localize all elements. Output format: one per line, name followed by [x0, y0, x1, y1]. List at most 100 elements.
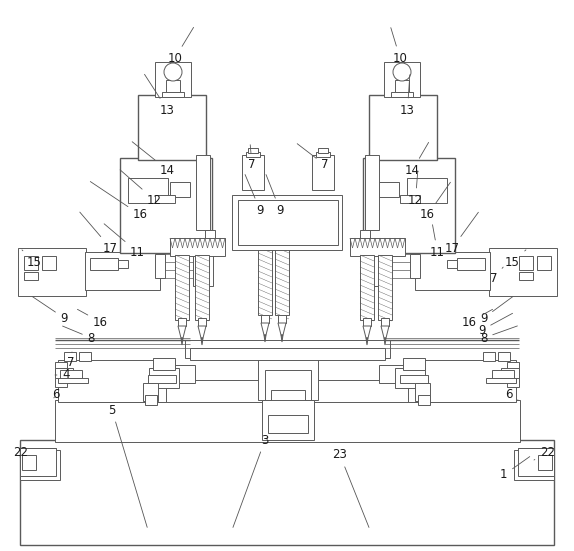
Bar [381, 318, 389, 326]
Bar [362, 248, 382, 286]
Bar [447, 260, 457, 268]
Bar [258, 235, 272, 315]
Bar [85, 252, 160, 290]
Bar [153, 358, 175, 370]
Text: 9: 9 [32, 296, 68, 325]
Bar [22, 455, 36, 470]
Bar [275, 235, 289, 315]
Bar [20, 440, 554, 545]
Text: 13: 13 [400, 75, 415, 116]
Bar [79, 352, 91, 361]
Text: 13: 13 [145, 74, 175, 116]
Bar [318, 148, 328, 153]
Text: 12: 12 [408, 171, 423, 207]
Text: 7: 7 [297, 144, 329, 171]
Text: 1: 1 [500, 457, 530, 482]
Bar [407, 178, 447, 203]
Bar [160, 368, 168, 378]
Bar [265, 370, 311, 400]
Bar [155, 195, 175, 203]
Bar [415, 252, 490, 290]
Text: 6: 6 [505, 388, 518, 402]
Polygon shape [381, 326, 389, 338]
Bar [18, 248, 86, 296]
Bar [400, 375, 428, 383]
Bar [391, 92, 413, 97]
Polygon shape [281, 335, 283, 342]
Polygon shape [178, 326, 186, 338]
Polygon shape [261, 323, 269, 335]
Text: 9: 9 [478, 314, 513, 337]
Bar [262, 400, 314, 440]
Bar [406, 368, 414, 378]
Text: 11: 11 [104, 224, 145, 258]
Text: 17: 17 [80, 212, 118, 255]
Bar [198, 318, 206, 326]
Text: 7: 7 [68, 352, 75, 369]
Bar [498, 352, 510, 361]
Bar [118, 260, 128, 268]
Bar [486, 378, 516, 383]
Bar [138, 95, 206, 160]
Bar [165, 365, 195, 383]
Bar [128, 178, 168, 203]
Text: 11: 11 [430, 225, 445, 258]
Bar [196, 155, 210, 230]
Bar [205, 230, 215, 245]
Text: 16: 16 [462, 309, 492, 328]
Text: 6: 6 [52, 388, 60, 402]
Bar [395, 368, 425, 388]
Bar [369, 95, 437, 160]
Bar [90, 258, 118, 270]
Bar [408, 360, 516, 402]
Bar [24, 256, 38, 270]
Bar [178, 318, 186, 326]
Polygon shape [366, 338, 368, 345]
Bar [170, 238, 225, 256]
Bar [378, 255, 392, 320]
Bar [395, 80, 409, 92]
Bar [271, 390, 305, 405]
Text: 17: 17 [445, 212, 478, 255]
Text: 9: 9 [245, 175, 263, 217]
Bar [418, 395, 430, 405]
Bar [55, 362, 67, 387]
Bar [410, 254, 420, 278]
Bar [175, 255, 189, 320]
Bar [238, 200, 338, 245]
Bar [316, 152, 330, 157]
Text: 14: 14 [132, 142, 175, 176]
Text: 22: 22 [534, 446, 555, 460]
Text: 9: 9 [266, 175, 284, 217]
Polygon shape [181, 338, 183, 345]
Polygon shape [384, 338, 386, 345]
Polygon shape [198, 326, 206, 338]
Text: 10: 10 [168, 28, 193, 64]
Bar [278, 315, 286, 323]
Bar [22, 460, 40, 476]
Bar [193, 248, 213, 286]
Bar [149, 368, 179, 388]
Bar [492, 370, 514, 378]
Bar [365, 155, 379, 230]
Text: 22: 22 [13, 446, 28, 458]
Text: 16: 16 [90, 181, 148, 222]
Text: 15: 15 [505, 250, 526, 268]
Bar [501, 368, 519, 378]
Bar [360, 230, 370, 245]
Text: 7: 7 [248, 145, 256, 171]
Bar [312, 155, 334, 190]
Bar [489, 248, 557, 296]
Bar [170, 182, 190, 197]
Bar [190, 348, 385, 360]
Bar [162, 92, 184, 97]
Bar [42, 256, 56, 270]
Bar [58, 378, 88, 383]
Bar [363, 318, 371, 326]
Bar [363, 158, 455, 253]
Text: 10: 10 [391, 28, 408, 64]
Text: 7: 7 [490, 267, 503, 284]
Bar [350, 238, 405, 256]
Bar [20, 448, 56, 476]
Bar [457, 258, 485, 270]
